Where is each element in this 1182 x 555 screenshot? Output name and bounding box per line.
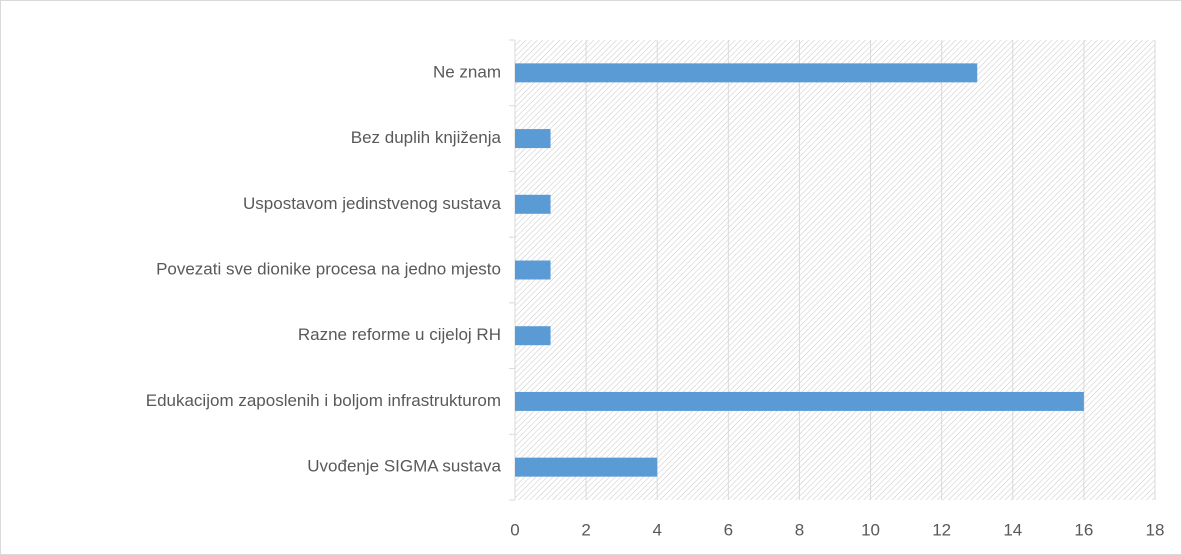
x-tick-label: 10 [861,520,880,539]
x-tick-label: 6 [724,520,733,539]
bar [515,260,551,280]
y-tick-label: Uspostavom jedinstvenog sustava [243,194,502,213]
y-tick-label: Ne znam [433,62,501,81]
x-tick-label: 4 [652,520,661,539]
bar [515,129,551,149]
x-tick-label: 8 [795,520,804,539]
bar [515,326,551,346]
x-tick-label: 16 [1074,520,1093,539]
y-tick-label: Bez duplih knjiženja [351,128,502,147]
y-tick-label: Razne reforme u cijeloj RH [298,325,501,344]
y-tick-label: Edukacijom zaposlenih i boljom infrastru… [146,391,501,410]
plot-area [515,40,1155,500]
y-tick-label: Uvođenje SIGMA sustava [307,457,501,476]
x-tick-label: 14 [1003,520,1022,539]
bar [515,457,658,477]
x-tick-label: 18 [1146,520,1165,539]
bar [515,194,551,214]
bar [515,391,1084,411]
bar [515,63,978,83]
x-tick-label: 0 [510,520,519,539]
y-tick-label: Povezati sve dionike procesa na jedno mj… [156,259,501,278]
x-tick-label: 12 [932,520,951,539]
x-tick-label: 2 [581,520,590,539]
